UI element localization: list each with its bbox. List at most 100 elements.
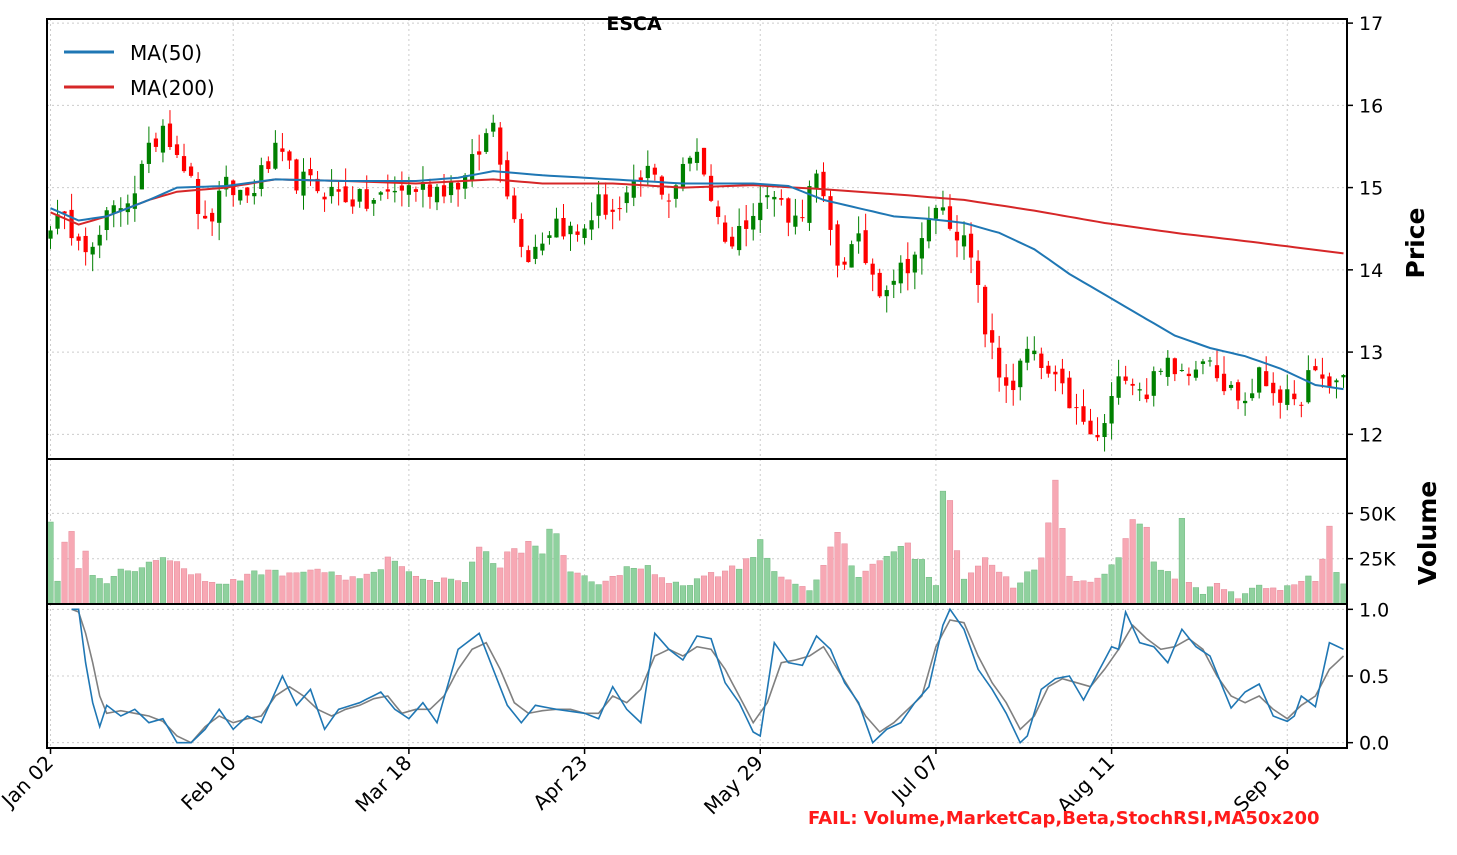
candle-body [617,208,622,210]
volume-tick-label: 25K [1359,549,1396,571]
candle-body [413,189,419,192]
volume-bar [335,575,342,605]
volume-bar [989,564,996,605]
volume-bar [911,559,918,605]
candle-body [1221,373,1227,392]
volume-bar [110,576,117,605]
candle-body [1046,365,1051,374]
candle-body [322,196,327,200]
volume-bar [209,582,216,605]
candle-body [62,211,67,214]
candle-body [301,171,306,196]
price-tick-label: 13 [1359,342,1383,364]
volume-bar [293,572,300,605]
candle-body [1088,420,1093,435]
candle-body [877,272,882,297]
candle-body [1081,406,1086,422]
candle-body [498,127,503,165]
volume-bar [1277,590,1284,605]
volume-bar [202,581,209,605]
candle-body [385,189,390,192]
candle-body [477,151,482,155]
candle-body [1060,368,1065,384]
candle-body [961,235,967,247]
volume-bar [953,550,961,605]
candle-body [814,173,819,189]
candle-body [153,138,159,147]
volume-bar [1150,561,1157,605]
candle-body [1004,377,1009,386]
volume-bar [159,557,167,605]
volume-bar [398,566,405,605]
candle-body [1243,400,1248,404]
candle-body [1067,377,1072,409]
volume-bar [117,568,124,605]
volume-bar [497,567,504,605]
volume-bar [651,574,658,605]
candle-body [1179,370,1184,372]
candle-body [624,192,629,204]
ma200-line [50,178,1344,255]
volume-bar [1059,528,1066,605]
volume-bar [862,570,869,605]
price-tick-label: 15 [1359,178,1383,200]
candle-body [870,263,875,275]
candle-body [1285,389,1290,405]
stoch-k-line [71,607,1344,745]
candle-body [610,209,615,212]
candle-body [139,163,144,190]
x-tick-label: Sep 16 [1229,751,1295,817]
candle-body [308,169,313,176]
volume-bar [384,556,391,605]
fail-message: FAIL: Volume,MarketCap,Beta,StochRSI,MA5… [808,808,1320,829]
candle-body [603,194,608,215]
volume-bar [1143,526,1150,605]
candle-body [940,207,946,211]
candle-body [195,178,201,214]
volume-bar [1192,587,1199,605]
candle-body [245,187,250,196]
volume-bar [462,582,469,605]
volume-bar [672,581,679,605]
candle-body [364,189,369,209]
candle-body [1257,367,1262,393]
volume-bar [455,580,462,605]
candle-body [210,212,215,222]
candle-body [1186,373,1191,377]
candle-body [505,160,510,197]
candle-body [1151,371,1156,396]
volume-bar [244,573,251,605]
volume-bar [792,583,799,605]
volume-bar [967,572,975,605]
volume-bar [131,571,138,605]
volume-bar [1312,581,1319,605]
candle-body [1018,360,1023,388]
candle-body [420,182,426,190]
candle-body [69,209,74,239]
volume-bar [68,531,75,605]
candle-body [765,195,770,198]
candle-body [1214,365,1220,379]
volume-bar [771,571,778,605]
candle-body [687,157,693,164]
candle-body [280,148,285,152]
candle-body [772,196,777,200]
volume-bar [1249,587,1256,605]
volume-bar [426,580,434,605]
volume-bar [897,546,904,605]
volume-bar [736,568,743,605]
volume-bar [265,569,272,605]
volume-bar [237,580,244,605]
volume-bars [47,479,1347,605]
legend: MA(50) MA(200) [64,41,215,100]
volume-bar [1213,583,1221,605]
volume-bar [195,573,202,605]
candle-body [1271,382,1276,394]
volume-bar [960,578,968,605]
candle-body [652,167,657,175]
candle-body [821,171,826,197]
volume-bar [637,568,644,605]
candlesticks [48,110,1346,452]
candle-body [1235,382,1241,401]
volume-bar [1129,519,1136,605]
